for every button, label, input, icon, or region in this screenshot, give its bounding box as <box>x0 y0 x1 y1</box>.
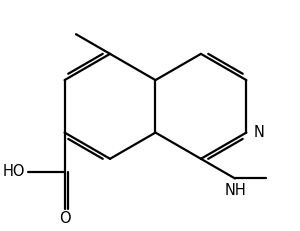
Text: O: O <box>59 211 70 226</box>
Text: N: N <box>253 125 264 140</box>
Text: HO: HO <box>3 164 25 179</box>
Text: NH: NH <box>224 183 246 198</box>
